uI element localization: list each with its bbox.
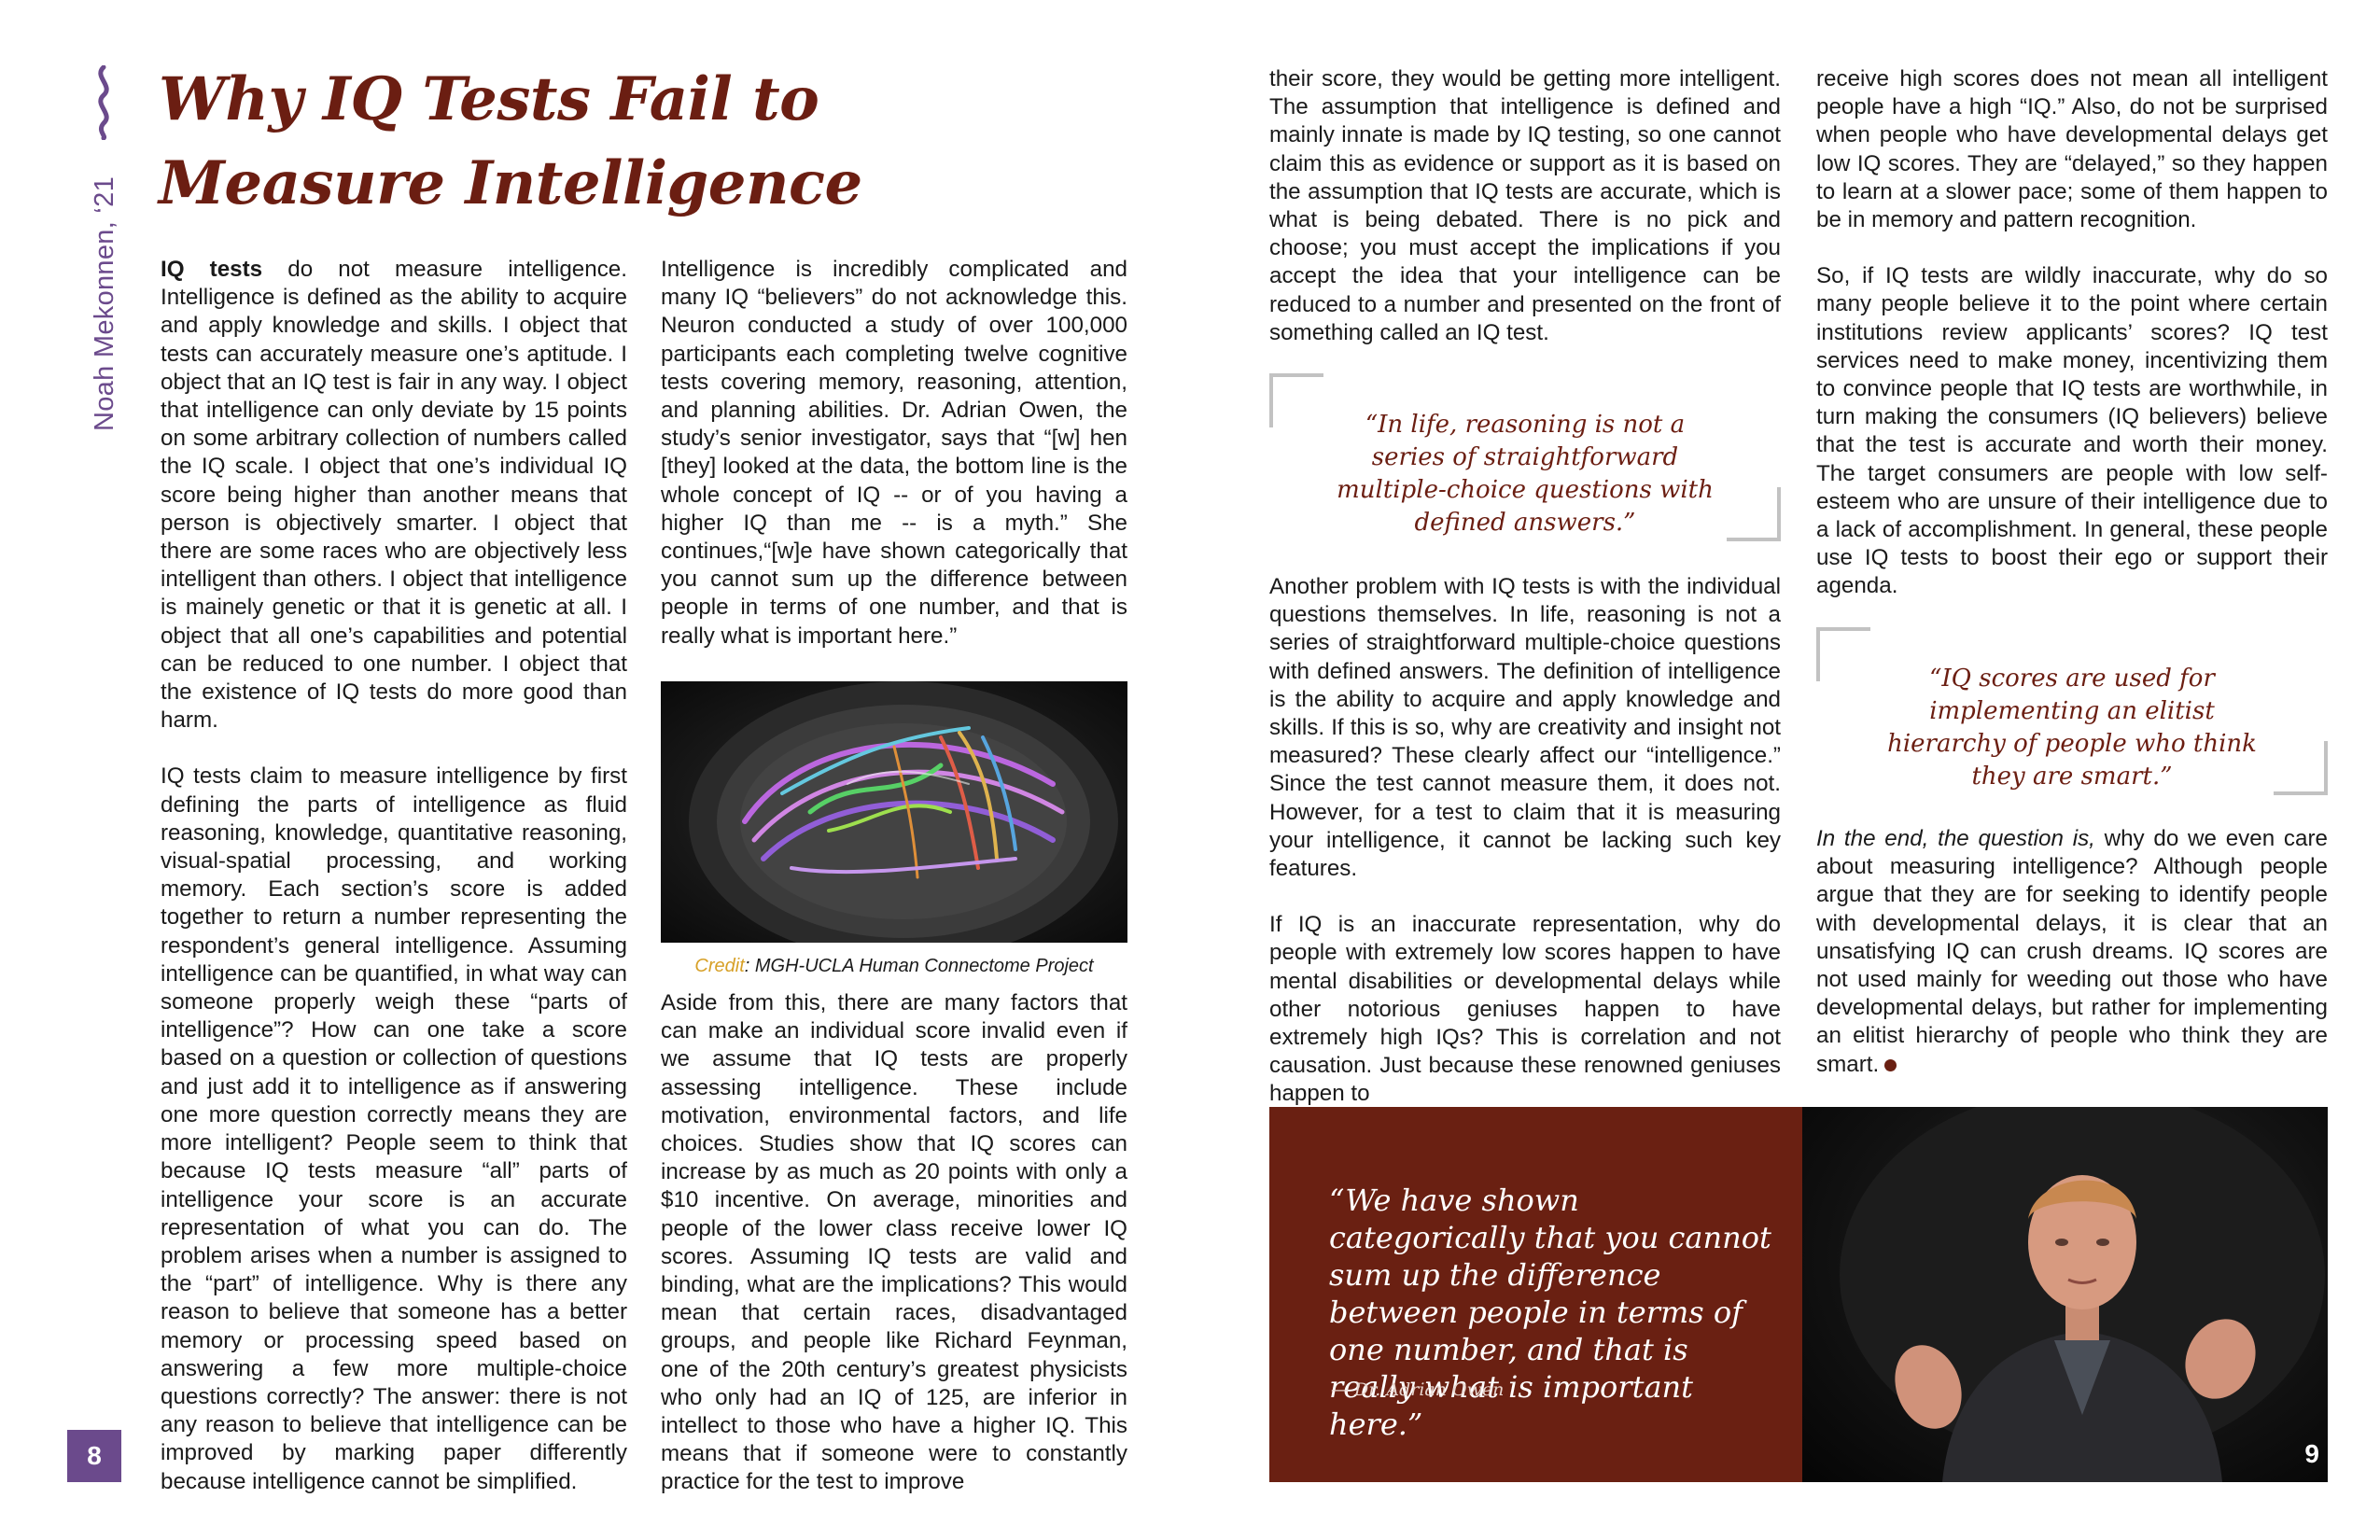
page-number-right: 9 [2304,1439,2319,1468]
paragraph: Intelligence is incredibly complicated a… [661,257,1127,649]
column-2-bottom: Aside from this, there are many factors … [661,989,1127,1497]
image-caption: Credit: MGH-UCLA Human Connectome Projec… [661,956,1127,977]
column-4-bottom: In the end, the question is, why do we e… [1816,825,2328,1079]
column-1: IQ tests do not measure intelligence. In… [161,256,627,1496]
paragraph: IQ tests claim to measure intelligence b… [161,763,627,1494]
credit-text: : MGH-UCLA Human Connectome Project [744,956,1094,976]
paragraph-text: do not measure intelligence. Intelligenc… [161,257,627,734]
paragraph: receive high scores does not mean all in… [1816,66,2328,233]
column-4-top: receive high scores does not mean all in… [1816,65,2328,601]
pull-quote-text: “In life, reasoning is not a series of s… [1337,411,1714,537]
left-page: Noah Mekonnen, ‘21 Why IQ Tests Fail to … [67,64,1127,1497]
paragraph: If IQ is an inaccurate representation, w… [1269,912,1781,1107]
column-3-top: their score, they would be getting more … [1269,65,1781,347]
pull-quote-2: “IQ scores are used for implementing an … [1816,627,2328,795]
speaker-silhouette-illustration [1840,1107,2325,1482]
quote-bracket-bottom-right [1727,487,1781,541]
quote-bracket-top-left [1269,373,1323,427]
pull-quote-1: “In life, reasoning is not a series of s… [1269,373,1781,541]
credit-label: Credit [694,956,745,976]
column-3-bottom: Another problem with IQ tests is with th… [1269,573,1781,1109]
paragraph: So, if IQ tests are wildly inaccurate, w… [1816,263,2328,599]
brain-connectome-image [661,681,1127,943]
feature-quote-attribution: — Dr. Adrian Owen [1331,1379,1505,1400]
author-byline: Noah Mekonnen, ‘21 [90,175,119,431]
feature-quote-box: “We have shown categorically that you ca… [1269,1107,1802,1482]
squiggle-ornament-icon [98,65,109,140]
paragraph: their score, they would be getting more … [1269,66,1781,345]
article-title: Why IQ Tests Fail to Measure Intelligenc… [159,64,862,218]
quote-bracket-bottom-right [2274,741,2328,795]
paragraph: Another problem with IQ tests is with th… [1269,574,1781,882]
speaker-photo [1802,1107,2328,1482]
paragraph: IQ tests do not measure intelligence. In… [161,256,627,735]
column-2-top: Intelligence is incredibly complicated a… [661,256,1127,651]
lead-in: IQ tests [161,257,263,282]
page-number-left: 8 [67,1430,121,1482]
pull-quote-text: “IQ scores are used for implementing an … [1887,665,2257,791]
quote-bracket-top-left [1816,627,1870,681]
paragraph-text: why do we even care about measuring inte… [1816,826,2328,1077]
feature-quote-text: “We have shown categorically that you ca… [1329,1183,1771,1442]
lead-in: In the end, the question is, [1816,826,2095,851]
end-mark-bullet-icon [1884,1058,1897,1071]
paragraph: In the end, the question is, why do we e… [1816,825,2328,1079]
brain-fibers-illustration [689,681,1118,943]
paragraph: Aside from this, there are many factors … [661,990,1127,1495]
